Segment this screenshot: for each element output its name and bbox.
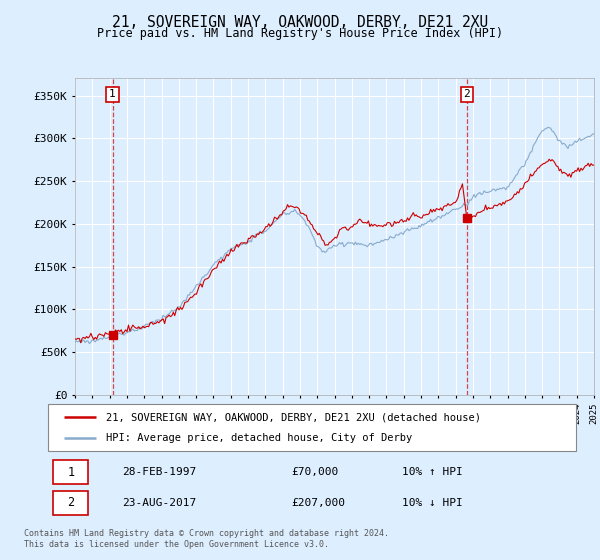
Text: 21, SOVEREIGN WAY, OAKWOOD, DERBY, DE21 2XU (detached house): 21, SOVEREIGN WAY, OAKWOOD, DERBY, DE21 … bbox=[106, 412, 481, 422]
Text: 10% ↑ HPI: 10% ↑ HPI bbox=[402, 467, 463, 477]
FancyBboxPatch shape bbox=[53, 491, 88, 515]
Text: 2: 2 bbox=[463, 90, 470, 100]
Text: 10% ↓ HPI: 10% ↓ HPI bbox=[402, 498, 463, 508]
Text: 1: 1 bbox=[67, 465, 74, 478]
FancyBboxPatch shape bbox=[53, 460, 88, 484]
Text: 2: 2 bbox=[67, 496, 74, 509]
Text: 23-AUG-2017: 23-AUG-2017 bbox=[122, 498, 196, 508]
Text: £70,000: £70,000 bbox=[291, 467, 338, 477]
Text: 21, SOVEREIGN WAY, OAKWOOD, DERBY, DE21 2XU: 21, SOVEREIGN WAY, OAKWOOD, DERBY, DE21 … bbox=[112, 15, 488, 30]
Text: Price paid vs. HM Land Registry's House Price Index (HPI): Price paid vs. HM Land Registry's House … bbox=[97, 27, 503, 40]
Text: 28-FEB-1997: 28-FEB-1997 bbox=[122, 467, 196, 477]
FancyBboxPatch shape bbox=[48, 404, 576, 451]
Text: HPI: Average price, detached house, City of Derby: HPI: Average price, detached house, City… bbox=[106, 433, 412, 443]
Text: £207,000: £207,000 bbox=[291, 498, 345, 508]
Text: Contains HM Land Registry data © Crown copyright and database right 2024.
This d: Contains HM Land Registry data © Crown c… bbox=[24, 529, 389, 549]
Text: 1: 1 bbox=[109, 90, 116, 100]
